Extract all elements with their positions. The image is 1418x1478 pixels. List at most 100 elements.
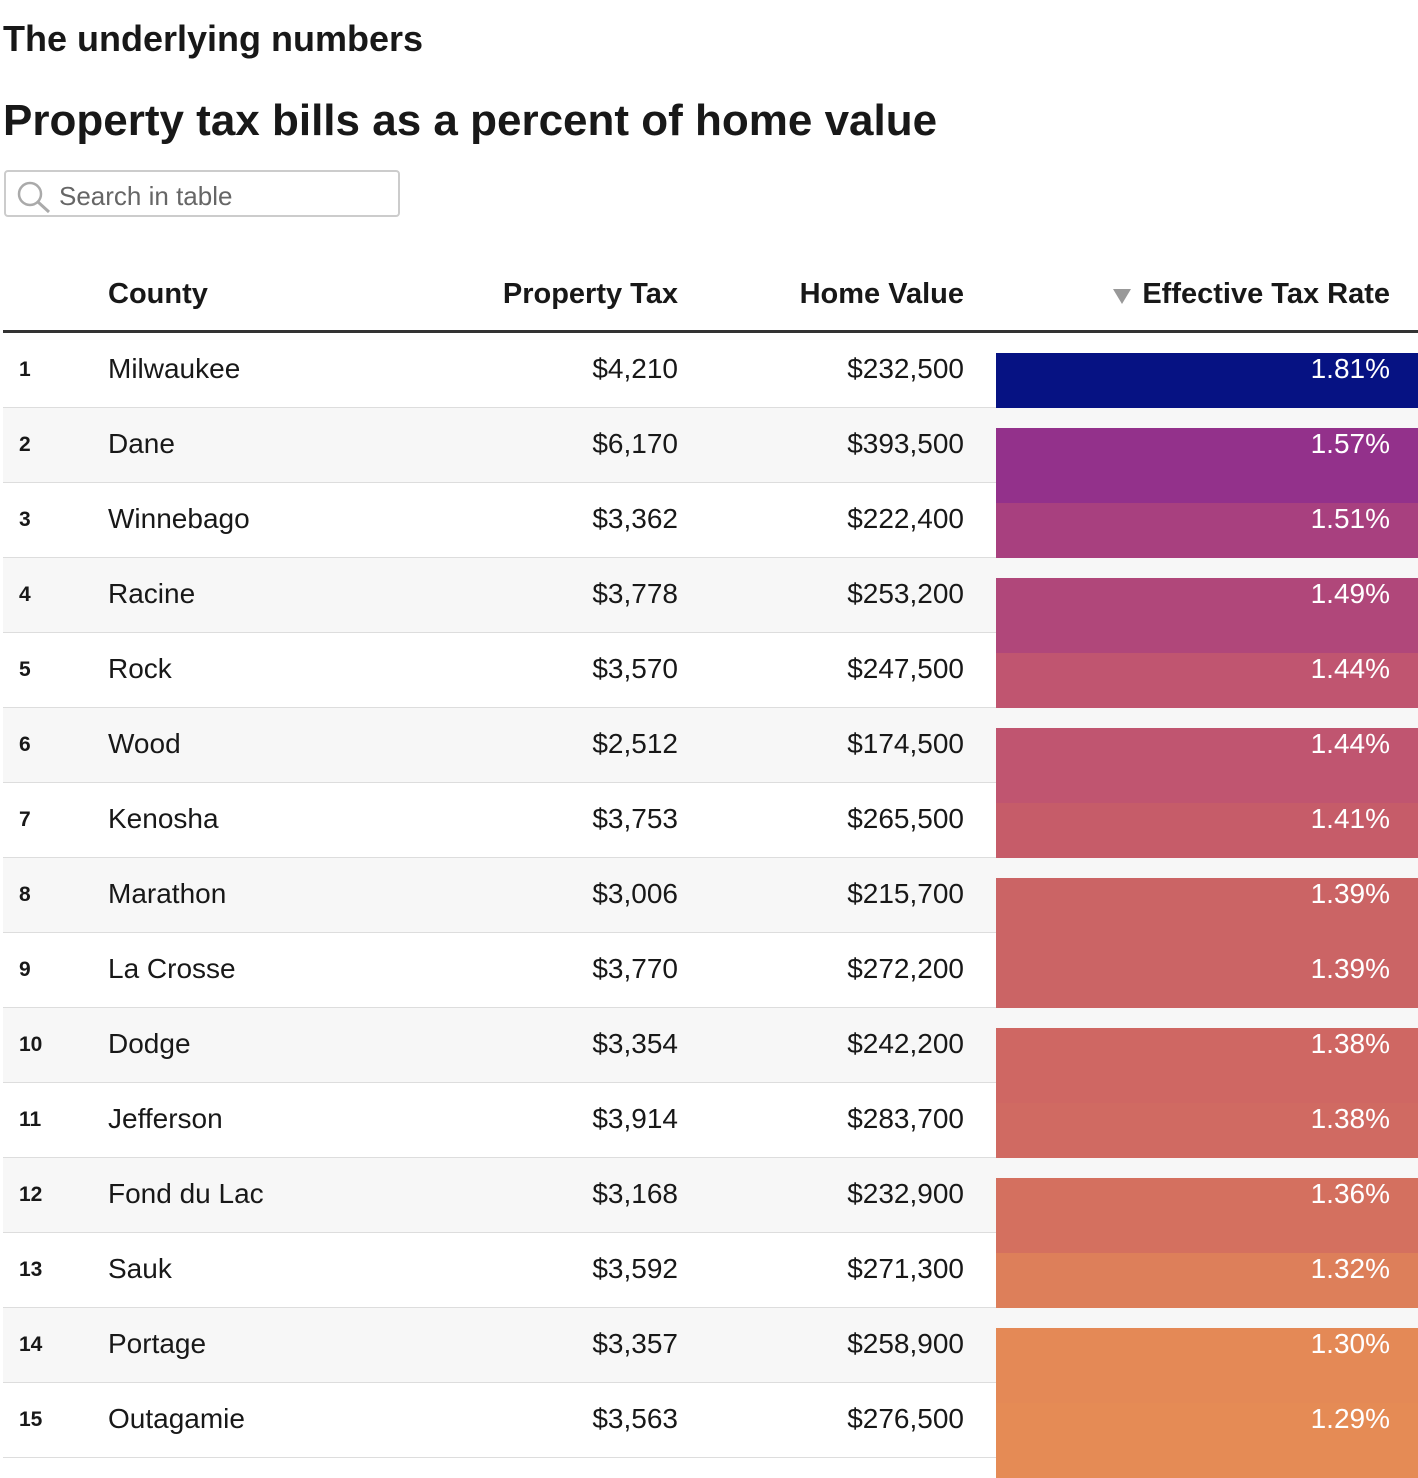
table-row: 4 Racine $3,778 $253,200 1.49% [3, 558, 1418, 653]
table-cell: Dodge [108, 1028, 191, 1059]
table-cell: Milwaukee [108, 353, 241, 384]
table-cell: $222,400 [847, 503, 964, 534]
column-header[interactable]: County [108, 278, 208, 310]
column-header[interactable]: Effective Tax Rate [1142, 278, 1390, 310]
column-header[interactable]: Property Tax [502, 278, 678, 310]
table-cell: 6 [19, 733, 31, 756]
column-header[interactable]: Home Value [799, 278, 964, 310]
table-cell: $3,168 [592, 1178, 678, 1209]
table-row: 6 Wood $2,512 $174,500 1.44% [3, 708, 1418, 803]
heat-cell [996, 1328, 1418, 1403]
table-cell: $3,914 [592, 1103, 678, 1134]
table-cell: $232,900 [847, 1178, 964, 1209]
heat-cell [996, 878, 1418, 953]
table-cell: $393,500 [847, 428, 964, 459]
table-cell: Winnebago [108, 503, 250, 534]
table-cell: $3,357 [592, 1328, 678, 1359]
table-cell: Portage [108, 1328, 207, 1359]
table-cell: 14 [19, 1333, 43, 1356]
table-cell: $2,512 [592, 728, 678, 759]
table-cell: La Crosse [108, 953, 236, 984]
table-cell: Dane [108, 428, 175, 459]
table-cell: $3,006 [592, 878, 678, 909]
table-cell: Fond du Lac [108, 1178, 264, 1209]
table-row: 14 Portage $3,357 $258,900 1.30% [3, 1308, 1418, 1403]
table-cell: $265,500 [847, 803, 964, 834]
table-row: 3 Winnebago $3,362 $222,400 1.51% [3, 483, 1418, 578]
table-cell: 10 [19, 1033, 43, 1056]
heat-cell [996, 728, 1418, 803]
table-cell: $3,753 [592, 803, 678, 834]
table-cell: $215,700 [847, 878, 964, 909]
table-cell: 1.81% [1310, 353, 1390, 384]
table-cell: Racine [108, 578, 196, 609]
table-cell: $6,170 [592, 428, 678, 459]
table-cell: Marathon [108, 878, 227, 909]
table-cell: 1.44% [1310, 728, 1390, 759]
header-row: County Property Tax Home Value Effective… [3, 258, 1418, 333]
search-icon [17, 181, 51, 214]
table-cell: 1.39% [1310, 878, 1390, 909]
search-box[interactable]: Search in table [4, 170, 400, 217]
table-row: 10 Dodge $3,354 $242,200 1.38% [3, 1008, 1418, 1103]
table-row: 1 Milwaukee $4,210 $232,500 1.81% [3, 333, 1418, 428]
table-row: 15 Outagamie $3,563 $276,500 1.29% [3, 1383, 1418, 1478]
table-cell: 1.44% [1310, 653, 1390, 684]
table-row: 12 Fond du Lac $3,168 $232,900 1.36% [3, 1158, 1418, 1253]
table-cell: 5 [19, 658, 31, 681]
table-row: 8 Marathon $3,006 $215,700 1.39% [3, 858, 1418, 953]
table-cell: $174,500 [847, 728, 964, 759]
table-row: 7 Kenosha $3,753 $265,500 1.41% [3, 783, 1418, 878]
table-cell: 9 [19, 958, 31, 981]
table-cell: 12 [19, 1183, 43, 1206]
table-cell: Wood [108, 728, 181, 759]
table-cell: 2 [19, 433, 31, 456]
table-cell: $247,500 [847, 653, 964, 684]
table-row: 13 Sauk $3,592 $271,300 1.32% [3, 1233, 1418, 1328]
search-placeholder: Search in table [59, 181, 233, 211]
table-cell: 4 [19, 583, 31, 606]
table-cell: 1.29% [1310, 1403, 1390, 1434]
table-cell: 1.41% [1310, 803, 1390, 834]
heat-cell [996, 578, 1418, 653]
table-cell: 1.36% [1310, 1178, 1390, 1209]
heat-cell [996, 1028, 1418, 1103]
table-cell: Kenosha [108, 803, 219, 834]
table-cell: $242,200 [847, 1028, 964, 1059]
table-cell: 8 [19, 883, 31, 906]
table-row: 11 Jefferson $3,914 $283,700 1.38% [3, 1083, 1418, 1178]
table-cell: $276,500 [847, 1403, 964, 1434]
table-cell: $4,210 [592, 353, 678, 384]
table-cell: Sauk [108, 1253, 172, 1284]
table-cell: 1.49% [1310, 578, 1390, 609]
table-cell: $3,362 [592, 503, 678, 534]
table-row: 5 Rock $3,570 $247,500 1.44% [3, 633, 1418, 728]
table-cell: $271,300 [847, 1253, 964, 1284]
table-cell: 13 [19, 1258, 43, 1281]
table-cell: Rock [108, 653, 172, 684]
table-row: 9 La Crosse $3,770 $272,200 1.39% [3, 933, 1418, 1028]
table-cell: 1.38% [1310, 1028, 1390, 1059]
kicker: The underlying numbers [3, 18, 424, 59]
table-cell: $253,200 [847, 578, 964, 609]
table-cell: $3,592 [592, 1253, 678, 1284]
table-cell: $3,563 [592, 1403, 678, 1434]
table-cell: 1.30% [1310, 1328, 1390, 1359]
table-cell: 7 [19, 808, 31, 831]
table-cell: 1.51% [1310, 503, 1390, 534]
table-cell: 1.39% [1310, 953, 1390, 984]
table-cell: $258,900 [847, 1328, 964, 1359]
table-cell: Jefferson [108, 1103, 223, 1134]
table-cell: $272,200 [847, 953, 964, 984]
table-cell: $3,770 [592, 953, 678, 984]
table-cell: 1.57% [1310, 428, 1390, 459]
table: County Property Tax Home Value Effective… [3, 258, 1418, 1478]
table-cell: $3,354 [592, 1028, 678, 1059]
table-cell: 15 [19, 1408, 43, 1431]
table-cell: 11 [19, 1108, 42, 1131]
table-cell: 1.32% [1310, 1253, 1390, 1284]
title: Property tax bills as a percent of home … [3, 96, 938, 145]
table-cell: $3,778 [592, 578, 678, 609]
table-cell: 3 [19, 508, 31, 531]
